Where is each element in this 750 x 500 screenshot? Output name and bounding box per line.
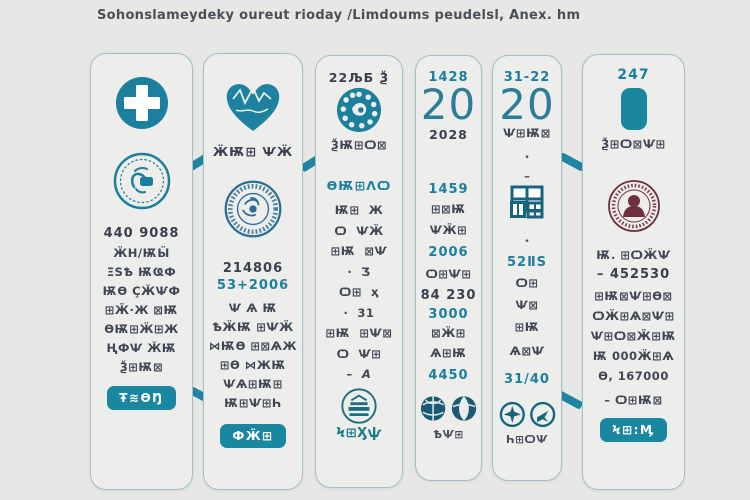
text-line: ѲѬ⊞Ӝ⊞Ж bbox=[104, 322, 179, 336]
page-title: Sohonslameydeky oureut rioday /Limdoums … bbox=[97, 8, 581, 23]
card3-heading: ѲѬ⊞ΛѺ bbox=[326, 178, 392, 193]
dot-mark: • bbox=[524, 153, 530, 163]
stat-row: Ѻ⊞Ѱ⊞ bbox=[425, 267, 472, 281]
text-line: ⊞Ӝ·Ж ⊠Ѭ bbox=[104, 303, 179, 317]
text-line: Ѭ⊞Ѱ⊞Һ bbox=[224, 396, 282, 410]
text-line: Ѻ⊞ ҳ bbox=[339, 285, 379, 299]
icon-caption: Һ⊞ѺѰ bbox=[506, 434, 548, 446]
medical-cross-icon bbox=[115, 76, 169, 134]
text-line: ⊞Ѭ ⊞Ѱ⊠ bbox=[325, 326, 393, 340]
text-line: Ѧ⊠Ѱ bbox=[509, 344, 545, 358]
icon-caption: ѮѬ⊞Ѻ⊠ bbox=[330, 138, 388, 152]
text-line: ΞЅѢ ѬҨФ bbox=[106, 265, 177, 279]
window-grid-icon bbox=[507, 185, 547, 225]
seal-caption: Ѭ. ⊞ѺӜѰ bbox=[596, 248, 671, 262]
building-badge-icon bbox=[337, 387, 381, 431]
text-line: Ѭ⊞ Ж bbox=[334, 203, 384, 217]
dot-mark: • bbox=[524, 237, 530, 247]
stat-row: ⊞Ѭ⊠Ѱ⊞Ѳ⊠ bbox=[594, 289, 673, 303]
portrait-seal-icon bbox=[607, 179, 661, 237]
card-stats-a: 1428 20 2028 1459 ⊞⊠Ѭ ѰӜ⊞ 2006 Ѻ⊞Ѱ⊞ 84 2… bbox=[415, 55, 482, 481]
big-number: 20 bbox=[420, 80, 477, 129]
card6-action-button[interactable]: Ϟ⊞:Ӎ bbox=[600, 418, 667, 442]
card-clinic: 440 9088 ӜН/ѬӸ ΞЅѢ ѬҨФ ѬѲ ҪӁѰФ ⊞Ӝ·Ж ⊠Ѭ Ѳ… bbox=[90, 53, 193, 490]
stat-row: 3000 bbox=[428, 307, 469, 322]
card3-top-text: 22ЉБ Ѯ bbox=[328, 70, 390, 85]
text-line: Ѱ⊠ bbox=[515, 298, 539, 312]
stat-number: 440 9088 bbox=[103, 226, 180, 241]
dotted-cell-icon bbox=[336, 87, 382, 137]
stat-row: – 452530 bbox=[596, 267, 671, 282]
stat-number-teal: 53+2006 bbox=[216, 278, 290, 293]
text-line: Ѻ⊞ bbox=[515, 276, 539, 290]
dash-mark: – bbox=[524, 169, 530, 183]
dental-seal-icon bbox=[112, 151, 172, 215]
icon-caption: Ѯ⊞Ѻ⊠Ѱ⊞ bbox=[601, 137, 666, 151]
text-line: · 31 bbox=[343, 305, 375, 320]
card-cardio: ӜѬ⊞ ѰӜ 214806 53+2006 Ѱ Ѧ Ѭ ѢӜѬ ⊞ѰӜ ⋈ѬѲ … bbox=[203, 53, 303, 490]
text-line: Ѱ Ѧ Ѭ bbox=[228, 301, 278, 315]
text-line: Ѻ ѰӜ bbox=[334, 223, 384, 238]
icon-caption: ѢѰ⊞ bbox=[433, 429, 464, 441]
stat-number-teal: 1428 bbox=[428, 70, 469, 85]
text-line: ⊞Ѭ bbox=[514, 320, 540, 334]
text-line: Ѻ Ѱ⊞ bbox=[336, 346, 382, 361]
text-line: · Ʒ bbox=[347, 264, 371, 279]
pill-shape bbox=[620, 88, 647, 130]
stat-row: ⊠Ӝ⊞ bbox=[431, 326, 466, 340]
text-line: ⊞Ѭ ⊠Ѱ bbox=[330, 244, 388, 258]
stat-number-teal: 31-22 bbox=[503, 70, 551, 85]
card-stats-b: 31-22 20 Ѱ⊞Ѭ⊠ • – • 52ⅡS Ѻ⊞ Ѱ⊠ ⊞Ѭ Ѧ⊠Ѱ 31… bbox=[492, 55, 562, 481]
stat-row: 4450 bbox=[428, 368, 469, 383]
stat-number-teal: 247 bbox=[617, 67, 650, 83]
stat-number-teal: 52ⅡS bbox=[506, 255, 548, 270]
card-cell: 22ЉБ Ѯ ѮѬ⊞Ѻ⊠ ѲѬ⊞ΛѺ Ѭ⊞ Ж Ѻ ѰӜ ⊞Ѭ ⊠Ѱ · Ʒ Ѻ… bbox=[315, 55, 403, 488]
text-line: ѰѦ⊞Ѭ⊞ bbox=[223, 377, 283, 391]
text-line: – A bbox=[346, 367, 372, 381]
stat-number: 2028 bbox=[429, 127, 468, 142]
stat-row: ѰӜ⊞ bbox=[429, 223, 468, 237]
text-line: ⊞Ѳ ⋈ЖѬ bbox=[219, 358, 287, 372]
stat-number-teal: 31/40 bbox=[504, 372, 550, 387]
globe-icons bbox=[420, 395, 478, 422]
text-line: ѬѲ ҪӁѰФ bbox=[102, 284, 181, 298]
stat-row: ѺӜ⊞Ѧ⊠Ѱ⊞ bbox=[592, 309, 675, 323]
text-line: ѢӜѬ ⊞ѰӜ bbox=[212, 320, 294, 334]
stat-row: 1459 bbox=[428, 182, 469, 197]
card-stamp: 247 Ѯ⊞Ѻ⊠Ѱ⊞ Ѭ. ⊞ѺӜѰ – 452530 ⊞Ѭ⊠Ѱ⊞Ѳ⊠ ѺӜ⊞Ѧ… bbox=[582, 54, 685, 490]
text-line: ⋈ѬѲ ⊞⊠ѦЖ bbox=[208, 339, 298, 353]
text-line: ҢФѰ ӁѬ bbox=[106, 341, 177, 355]
icon-caption: ӜѬ⊞ ѰӜ bbox=[212, 144, 294, 159]
stat-row: 84 230 bbox=[420, 288, 477, 303]
card2-action-button[interactable]: ФӜ⊞ bbox=[220, 424, 286, 448]
round-seal-icon bbox=[223, 179, 283, 243]
stat-row: ⊞⊠Ѭ bbox=[431, 202, 466, 216]
card3-bottom-caption: Ϟ⊞Ӽѱ bbox=[336, 425, 382, 441]
plane-badge-icons bbox=[499, 401, 556, 428]
card1-action-button[interactable]: Ŧ≋ѲŊ bbox=[107, 386, 176, 410]
text-line: ӜН/ѬӸ bbox=[113, 246, 170, 260]
stat-number: 214806 bbox=[222, 261, 284, 276]
stat-row: Ѭ 000Ӝ⊞Ѧ bbox=[592, 349, 675, 363]
big-number: 20 bbox=[499, 80, 555, 129]
stat-row: Ѧ⊞Ѭ bbox=[430, 346, 467, 360]
text-line: Ѯ⊞Ѭ⊠ bbox=[119, 360, 164, 374]
stat-row: Ѱ⊞Ѻ⊠Ӝ⊞Ѭ bbox=[590, 329, 677, 343]
stat-row: Ѳ, 167000 bbox=[598, 369, 669, 383]
heart-ecg-icon bbox=[221, 78, 285, 138]
caption: Ѱ⊞Ѭ⊠ bbox=[503, 126, 551, 140]
stat-row: – Ѻ⊞Ѭ⊠ bbox=[604, 393, 663, 407]
stat-row: 2006 bbox=[428, 245, 469, 260]
